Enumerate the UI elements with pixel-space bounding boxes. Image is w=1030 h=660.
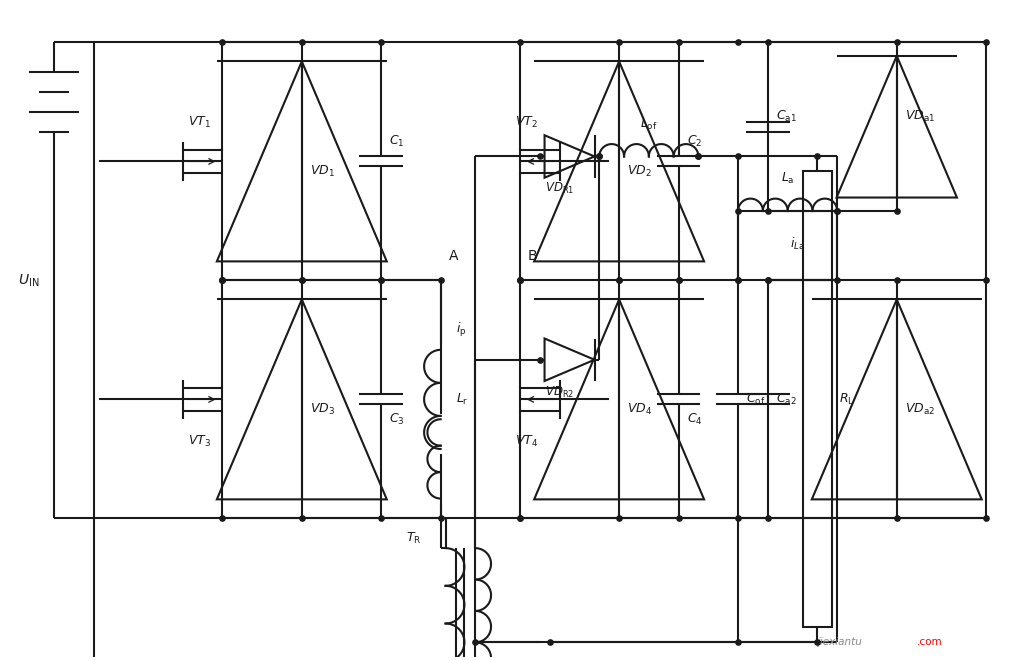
Text: $U_{\rm IN}$: $U_{\rm IN}$ xyxy=(19,272,40,288)
Text: $C_3$: $C_3$ xyxy=(389,412,405,427)
Text: $VD_{\rm R2}$: $VD_{\rm R2}$ xyxy=(545,385,575,400)
Text: $C_1$: $C_1$ xyxy=(389,134,405,149)
Text: $C_{\rm of}$: $C_{\rm of}$ xyxy=(746,392,765,407)
Text: B: B xyxy=(528,249,538,263)
Text: $VT_2$: $VT_2$ xyxy=(515,115,538,130)
Text: $VD_1$: $VD_1$ xyxy=(310,164,335,179)
Text: $i_{\rm p}$: $i_{\rm p}$ xyxy=(455,321,466,339)
Text: $VD_2$: $VD_2$ xyxy=(627,164,652,179)
Text: A: A xyxy=(448,249,458,263)
Text: $C_{\rm a1}$: $C_{\rm a1}$ xyxy=(776,110,796,124)
Text: $i_{L{\rm a}}$: $i_{L{\rm a}}$ xyxy=(790,236,805,252)
Text: jiexiantu: jiexiantu xyxy=(818,638,862,647)
Text: $VT_3$: $VT_3$ xyxy=(187,434,211,449)
Text: $VD_{\rm a1}$: $VD_{\rm a1}$ xyxy=(904,110,935,124)
Text: $L_{\rm a}$: $L_{\rm a}$ xyxy=(781,171,794,186)
Text: .com: .com xyxy=(917,638,942,647)
Text: $VT_4$: $VT_4$ xyxy=(515,434,538,449)
Bar xyxy=(802,172,832,628)
Text: $C_4$: $C_4$ xyxy=(687,412,702,427)
Text: $VT_1$: $VT_1$ xyxy=(187,115,211,130)
Text: $R_{\rm L}$: $R_{\rm L}$ xyxy=(839,392,855,407)
Text: $VD_3$: $VD_3$ xyxy=(310,402,335,417)
Text: $L_{\rm of}$: $L_{\rm of}$ xyxy=(640,117,658,132)
Text: $T_{\rm R}$: $T_{\rm R}$ xyxy=(406,531,421,546)
Text: $C_2$: $C_2$ xyxy=(687,134,701,149)
Text: $C_{\rm a2}$: $C_{\rm a2}$ xyxy=(776,392,796,407)
Text: $L_{\rm r}$: $L_{\rm r}$ xyxy=(455,392,468,407)
Text: $VD_{\rm R1}$: $VD_{\rm R1}$ xyxy=(545,182,575,197)
Text: $VD_{\rm a2}$: $VD_{\rm a2}$ xyxy=(904,402,935,417)
Text: $VD_4$: $VD_4$ xyxy=(627,402,652,417)
